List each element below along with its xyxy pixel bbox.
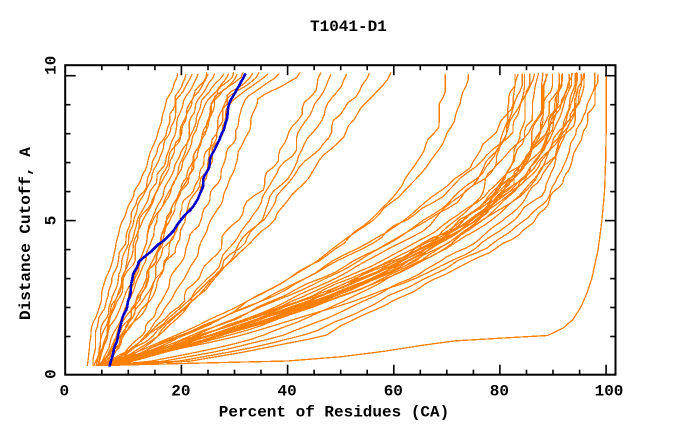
svg-text:0: 0 <box>59 383 69 401</box>
svg-text:5: 5 <box>43 216 61 226</box>
svg-text:10: 10 <box>43 56 61 75</box>
svg-text:20: 20 <box>171 383 190 401</box>
svg-text:60: 60 <box>384 383 403 401</box>
svg-text:40: 40 <box>277 383 296 401</box>
svg-text:100: 100 <box>595 383 624 401</box>
svg-text:0: 0 <box>43 369 61 379</box>
svg-text:Distance Cutoff, A: Distance Cutoff, A <box>17 147 35 320</box>
svg-text:Percent of Residues (CA): Percent of Residues (CA) <box>219 404 449 422</box>
svg-text:80: 80 <box>490 383 509 401</box>
svg-text:T1041-D1: T1041-D1 <box>310 18 387 36</box>
